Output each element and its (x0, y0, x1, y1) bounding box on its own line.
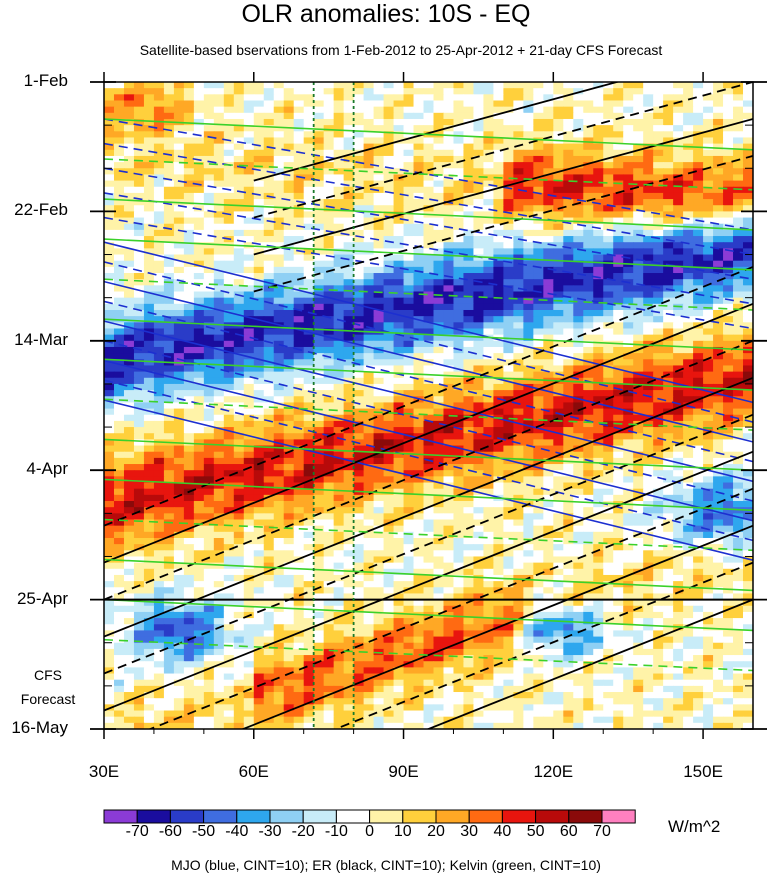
mjo-contour (104, 241, 753, 404)
x-tick-label: 60E (238, 762, 269, 781)
colorbar-units: W/m^2 (668, 817, 721, 836)
colorbar-swatch (501, 809, 537, 824)
y-tick-label: 22-Feb (14, 200, 68, 220)
kelvin-contour (104, 478, 753, 512)
colorbar-label: -10 (324, 823, 348, 840)
er-contour (104, 450, 753, 712)
colorbar (103, 809, 636, 824)
kelvin-contour (104, 318, 753, 351)
colorbar-swatch (203, 809, 238, 824)
colorbar-label: -60 (158, 823, 182, 840)
colorbar-label: 0 (365, 823, 375, 840)
kelvin-contour (104, 518, 753, 552)
er-contour (253, 82, 753, 219)
kelvin-contour (104, 398, 753, 431)
colorbar-label: -20 (291, 823, 315, 840)
er-contour (253, 118, 753, 256)
wave-contour-overlays (104, 82, 753, 729)
colorbar-swatch (568, 809, 603, 824)
colorbar-swatch (601, 809, 636, 824)
colorbar-swatch (269, 809, 304, 824)
kelvin-contour (104, 598, 753, 632)
mjo-contour (104, 118, 753, 231)
colorbar-swatch (302, 809, 337, 824)
colorbar-label: -50 (192, 823, 216, 840)
colorbar-swatch (435, 809, 470, 824)
er-contour (240, 524, 753, 729)
colorbar-label: -30 (258, 823, 282, 840)
mjo-contour (104, 300, 753, 463)
colorbar-swatch (335, 809, 371, 824)
kelvin-contour (104, 158, 753, 191)
colorbar-swatch (236, 809, 271, 824)
mjo-contour (104, 192, 753, 305)
er-contour (147, 487, 753, 729)
y-tick-label: 4-Apr (26, 459, 68, 479)
colorbar-swatch (402, 809, 437, 824)
er-contour (104, 413, 753, 675)
colorbar-swatch (369, 809, 404, 824)
er-contour (104, 302, 753, 564)
colorbar-label: 10 (393, 823, 412, 840)
kelvin-contour (104, 558, 753, 592)
mjo-contour (104, 379, 753, 542)
colorbar-label: 30 (460, 823, 479, 840)
mjo-contour (104, 399, 753, 561)
colorbar-label: 40 (493, 823, 512, 840)
kelvin-contour (104, 198, 753, 231)
mjo-contour (104, 216, 753, 330)
olr-anomaly-field (104, 82, 753, 729)
overlay-legend-footnote: MJO (blue, CINT=10); ER (black, CINT=10)… (171, 857, 601, 873)
y-tick-label: 16-May (11, 718, 68, 737)
x-tick-label: 150E (683, 762, 723, 781)
colorbar-label: 20 (427, 823, 445, 840)
colorbar-swatch (535, 809, 570, 824)
er-contour (253, 155, 753, 293)
forecast-label-line2: Forecast (20, 691, 76, 707)
er-contour (104, 339, 753, 601)
mjo-contour (104, 167, 753, 280)
y-tick-label: 1-Feb (23, 71, 68, 90)
er-contour (253, 82, 621, 182)
y-tick-label: 25-Apr (16, 588, 68, 608)
colorbar-label: 70 (593, 823, 611, 840)
er-contour (426, 598, 753, 729)
mjo-contour (104, 142, 753, 256)
chart-title: OLR anomalies: 10S - EQ (241, 0, 531, 28)
er-contour (104, 376, 753, 638)
colorbar-swatch (468, 809, 503, 824)
mjo-contour (104, 320, 753, 483)
mjo-contour (104, 280, 753, 443)
colorbar-label: 60 (559, 823, 578, 840)
colorbar-swatch (103, 809, 138, 824)
x-tick-label: 30E (88, 762, 120, 781)
kelvin-contour (104, 278, 753, 311)
x-tick-label: 120E (533, 762, 574, 781)
colorbar-label: -70 (125, 823, 149, 840)
mjo-contour (104, 340, 753, 502)
kelvin-contour (104, 638, 753, 672)
colorbar-swatch (136, 809, 171, 824)
kelvin-contour (104, 358, 753, 391)
kelvin-contour (104, 238, 753, 271)
mjo-contour (104, 261, 753, 423)
chart-subtitle: Satellite-based bservations from 1-Feb-2… (139, 42, 663, 58)
kelvin-contour (104, 438, 753, 471)
plot-frame (103, 81, 754, 730)
er-contour (333, 561, 753, 729)
forecast-label-line1: CFS (34, 667, 62, 683)
x-tick-label: 90E (388, 762, 419, 781)
colorbar-label: 50 (526, 823, 545, 840)
colorbar-label: -40 (225, 823, 249, 840)
y-tick-label: 14-Mar (14, 329, 68, 349)
er-contour (104, 266, 753, 527)
kelvin-contour (104, 118, 753, 151)
colorbar-swatch (169, 809, 205, 824)
